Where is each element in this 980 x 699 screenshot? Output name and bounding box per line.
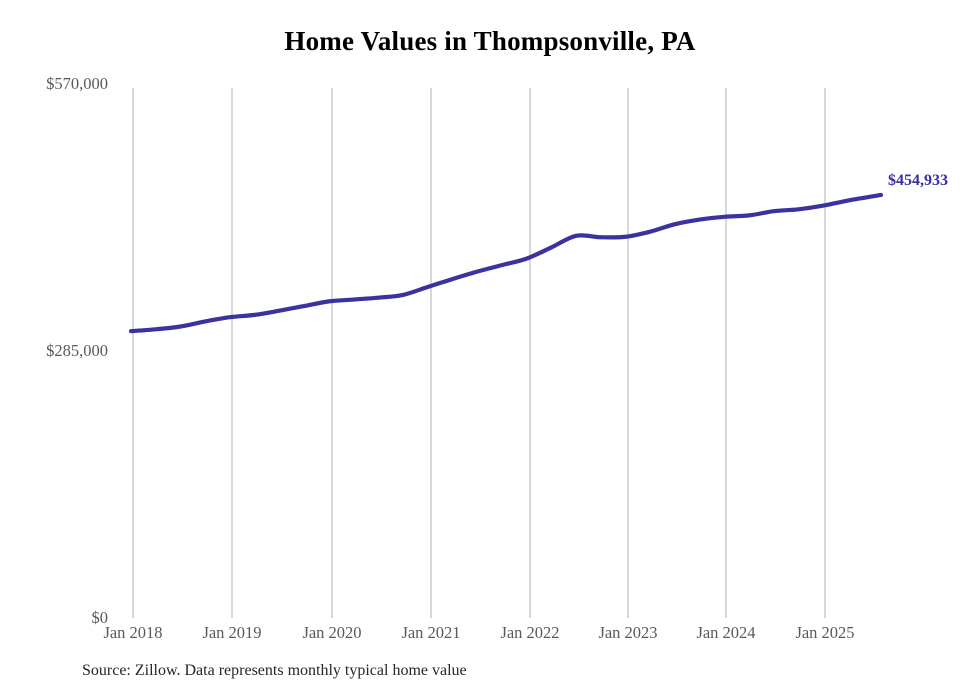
x-tick-label: Jan 2021 <box>401 623 461 642</box>
x-tick-label: Jan 2025 <box>795 623 855 642</box>
x-tick-label: Jan 2018 <box>103 623 163 642</box>
chart-title: Home Values in Thompsonville, PA <box>284 26 696 56</box>
home-value-line <box>128 192 884 334</box>
y-tick-label: $0 <box>91 608 109 627</box>
x-tick-label: Jan 2020 <box>302 623 362 642</box>
source-note: Source: Zillow. Data represents monthly … <box>82 662 467 679</box>
end-value-label: $454,933 <box>888 172 948 189</box>
x-tick-label: Jan 2023 <box>598 623 658 642</box>
x-tick-label: Jan 2019 <box>202 623 262 642</box>
y-tick-label: $285,000 <box>46 341 108 360</box>
x-tick-label: Jan 2022 <box>500 623 560 642</box>
gridlines-group <box>132 88 826 618</box>
x-tick-label: Jan 2024 <box>696 623 756 642</box>
y-tick-label: $570,000 <box>46 74 108 93</box>
